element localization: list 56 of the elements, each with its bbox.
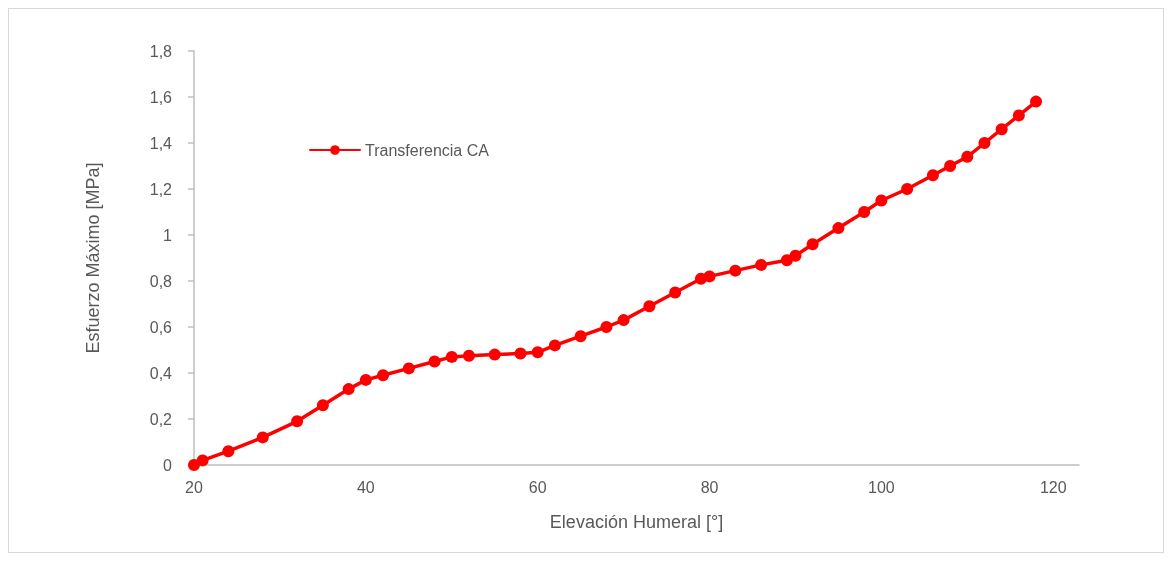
- point: [514, 347, 527, 360]
- point: [316, 399, 329, 412]
- point: [901, 183, 914, 195]
- legend-label: Transferencia CA: [365, 141, 490, 159]
- point: [669, 286, 682, 299]
- point: [488, 348, 501, 361]
- x-tick-label: 40: [356, 478, 375, 496]
- point: [643, 300, 656, 313]
- point: [858, 206, 871, 218]
- y-tick-label: 0,2: [149, 410, 173, 428]
- point: [995, 123, 1008, 136]
- point: [377, 369, 390, 382]
- point: [1012, 109, 1025, 122]
- point: [256, 431, 269, 444]
- y-tick-label: 0,6: [149, 318, 173, 336]
- y-tick-label: 1: [163, 226, 173, 244]
- x-tick-label: 100: [868, 478, 895, 496]
- point: [789, 249, 802, 262]
- point: [926, 169, 939, 182]
- point: [531, 346, 544, 359]
- point: [978, 137, 991, 149]
- point: [875, 194, 888, 207]
- point: [548, 339, 561, 352]
- point: [600, 321, 613, 333]
- y-tick-label: 0,8: [149, 272, 173, 290]
- point: [462, 349, 475, 362]
- y-tick-label: 1,2: [149, 180, 173, 198]
- point: [806, 238, 819, 251]
- point: [196, 454, 209, 467]
- point: [961, 150, 974, 163]
- point: [291, 415, 304, 428]
- point: [755, 258, 768, 271]
- y-tick-label: 0,4: [149, 364, 173, 382]
- point: [703, 270, 716, 283]
- y-axis-title: Esfuerzo Máximo [MPa]: [83, 162, 103, 354]
- point: [944, 160, 957, 172]
- point: [222, 445, 235, 458]
- x-tick-label: 80: [700, 478, 719, 496]
- y-tick-label: 1,8: [149, 42, 173, 60]
- y-tick-label: 1,6: [149, 88, 173, 106]
- y-tick-label: 0: [163, 456, 173, 474]
- point: [342, 383, 355, 396]
- x-axis-title: Elevación Humeral [°]: [549, 512, 724, 532]
- point: [617, 314, 630, 327]
- point: [359, 373, 372, 386]
- point: [402, 362, 415, 375]
- point: [1030, 95, 1043, 108]
- point: [832, 222, 845, 235]
- y-tick-label: 1,4: [149, 134, 173, 152]
- x-tick-label: 60: [528, 478, 547, 496]
- point: [574, 330, 587, 343]
- x-tick-label: 120: [1039, 478, 1067, 496]
- point: [729, 264, 742, 277]
- point: [428, 355, 441, 368]
- x-tick-label: 20: [185, 478, 203, 496]
- point: [445, 350, 458, 363]
